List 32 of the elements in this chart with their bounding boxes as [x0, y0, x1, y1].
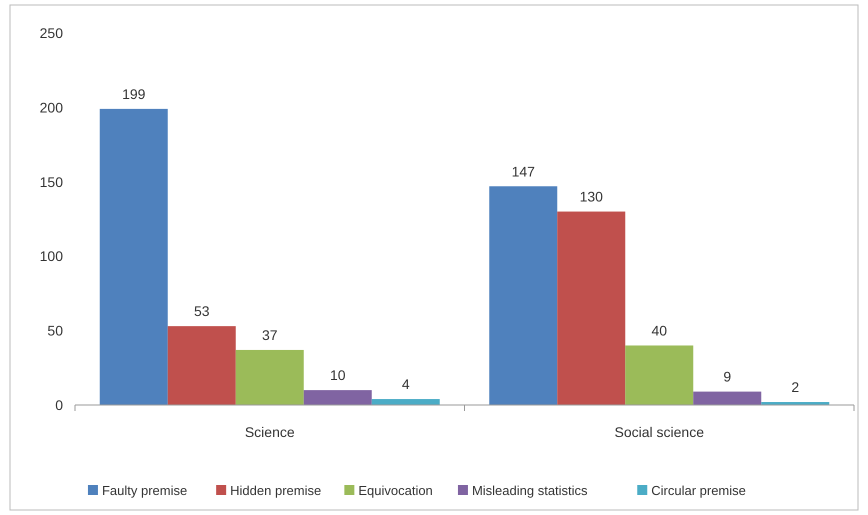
data-label: 53 — [194, 303, 210, 320]
bar — [693, 392, 762, 405]
bar — [168, 326, 236, 405]
legend-label: Hidden premise — [230, 483, 322, 498]
y-tick-label: 0 — [55, 397, 64, 413]
legend-label: Circular premise — [651, 483, 746, 498]
bar — [625, 345, 694, 405]
x-tick-label: Science — [244, 424, 295, 440]
bar — [489, 186, 558, 405]
bar — [304, 390, 372, 405]
y-tick-label: 200 — [40, 99, 64, 116]
legend-label: Misleading statistics — [472, 483, 588, 498]
y-tick-label: 100 — [40, 248, 64, 264]
data-label: 2 — [791, 379, 800, 396]
data-label: 130 — [580, 188, 604, 205]
y-tick-label: 50 — [47, 322, 64, 339]
y-tick-label: 150 — [40, 174, 64, 190]
y-tick-label: 250 — [40, 25, 64, 41]
data-label: 40 — [651, 322, 668, 338]
bar — [557, 212, 626, 405]
data-label: 10 — [330, 367, 346, 384]
data-label: 9 — [723, 368, 732, 385]
data-label: 4 — [402, 376, 410, 392]
bar — [100, 108, 168, 405]
data-label: 147 — [512, 163, 536, 180]
bar — [236, 350, 304, 405]
x-tick-label: Social science — [614, 424, 704, 440]
data-label: 37 — [262, 326, 278, 343]
bar — [372, 399, 440, 405]
data-label: 199 — [122, 86, 146, 102]
legend-label: Equivocation — [358, 483, 433, 498]
legend-label: Faulty premise — [102, 483, 188, 498]
